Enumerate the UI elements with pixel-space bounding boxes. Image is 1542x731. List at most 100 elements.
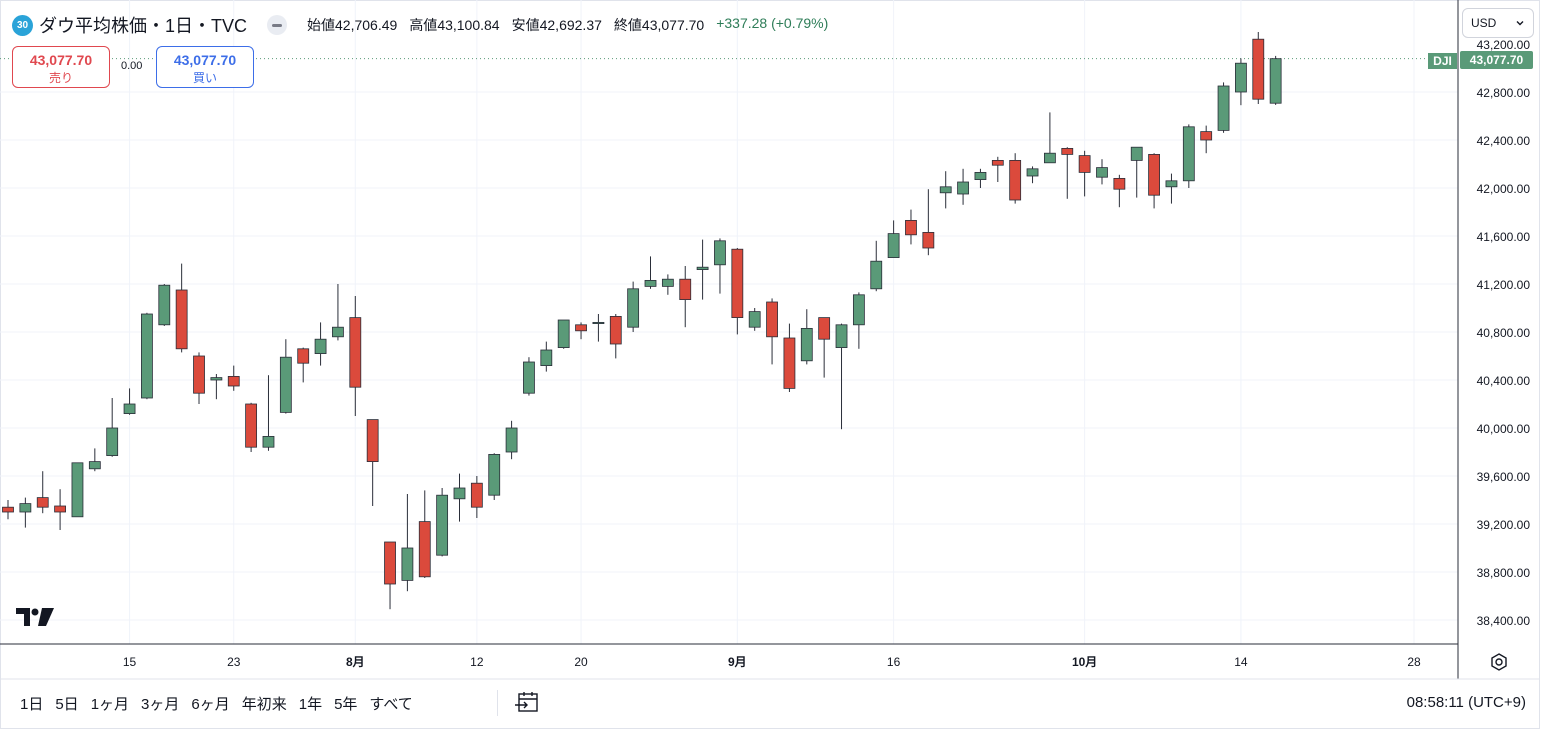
candle: [991, 156, 1004, 182]
time-tick-label: 23: [227, 655, 241, 669]
candle: [974, 168, 987, 188]
candle: [332, 284, 344, 341]
candle-body: [36, 497, 49, 508]
candle: [1269, 55, 1282, 105]
candle-body: [175, 289, 188, 350]
candle: [453, 473, 466, 522]
time-tick-label: 12: [470, 655, 484, 669]
candle-body: [332, 326, 344, 338]
range-5y[interactable]: 5年: [334, 696, 358, 713]
time-tick-label: 28: [1407, 655, 1421, 669]
candle-body: [696, 266, 709, 271]
candle: [123, 388, 136, 415]
settings-icon[interactable]: [1489, 652, 1509, 672]
time-tick-label: 20: [574, 655, 588, 669]
range-1y[interactable]: 1年: [298, 696, 323, 713]
candle: [523, 357, 535, 396]
candle: [922, 189, 935, 256]
collapse-legend-icon[interactable]: [267, 15, 288, 35]
toolbar-separator: [497, 690, 498, 716]
candle-body: [818, 317, 831, 340]
candle-body: [644, 279, 657, 287]
candle-body: [852, 294, 865, 326]
candle-body: [453, 487, 466, 500]
candle: [141, 312, 153, 400]
candle-body: [557, 319, 570, 349]
sell-label: 売り: [48, 71, 73, 85]
candle: [1026, 166, 1039, 184]
candle: [644, 256, 657, 289]
candle-body: [262, 435, 275, 448]
candle: [193, 352, 205, 404]
price-tick-label: 41,600.00: [1477, 230, 1531, 244]
symbol-badge: 30: [12, 14, 33, 36]
candle: [748, 308, 761, 331]
price-tick-label: 39,600.00: [1477, 470, 1531, 484]
range-ytd[interactable]: 年初来: [241, 696, 287, 713]
range-3m[interactable]: 3ヶ月: [141, 696, 180, 713]
candle-body: [870, 260, 883, 290]
currency-select[interactable]: USD: [1462, 8, 1534, 38]
candle: [1009, 153, 1022, 204]
candle-body: [1130, 146, 1143, 161]
range-1d[interactable]: 1日: [20, 696, 44, 713]
candle: [71, 462, 84, 518]
candle: [505, 420, 518, 460]
price-tick-label: 42,000.00: [1477, 182, 1531, 196]
price-tick-label: 40,800.00: [1477, 326, 1531, 340]
candle: [1148, 153, 1160, 209]
candle-body: [88, 461, 101, 470]
candle: [1113, 174, 1126, 208]
candle: [158, 284, 171, 326]
candle-body: [540, 349, 553, 367]
candle: [262, 375, 275, 451]
candle-body: [905, 219, 917, 236]
candle-body: [800, 327, 813, 362]
candle: [1252, 32, 1265, 104]
candle-body: [418, 521, 431, 578]
candle: [1078, 150, 1091, 197]
time-tick-label: 9月: [728, 655, 747, 669]
candle-body: [783, 337, 796, 389]
candle-body: [158, 284, 171, 326]
bottom-toolbar: 1日 5日 1ヶ月 3ヶ月 6ヶ月 年初来 1年 5年 すべて 08:58:11…: [0, 680, 1540, 728]
range-6m[interactable]: 6ヶ月: [191, 696, 230, 713]
price-tick-label: 39,200.00: [1477, 518, 1531, 532]
candle-body: [1200, 131, 1213, 141]
candle: [557, 319, 570, 349]
candle-body: [766, 301, 778, 338]
tradingview-logo[interactable]: [16, 606, 56, 628]
buy-price: 43,077.70: [173, 52, 237, 68]
range-all[interactable]: すべて: [369, 696, 413, 713]
candles: [2, 32, 1282, 610]
symbol-title[interactable]: ダウ平均株価・1日・TVC: [39, 16, 248, 36]
buy-label: 買い: [192, 71, 217, 85]
range-5d[interactable]: 5日: [55, 696, 79, 713]
candle: [887, 220, 900, 259]
buy-button[interactable]: 43,077.70 買い: [156, 46, 254, 88]
candle: [800, 309, 813, 365]
clock-timezone[interactable]: 08:58:11 (UTC+9): [1406, 694, 1526, 711]
calendar-goto-icon[interactable]: [514, 691, 540, 715]
candle-body: [314, 338, 327, 355]
price-tick-label: 40,000.00: [1477, 422, 1531, 436]
candle-body: [123, 403, 136, 415]
candle: [1165, 173, 1178, 204]
candle: [418, 490, 431, 578]
candle-body: [1148, 153, 1160, 196]
candle-body: [922, 231, 935, 249]
sell-button[interactable]: 43,077.70 売り: [12, 46, 110, 88]
candle-body: [401, 547, 414, 581]
chevron-down-icon: [1516, 21, 1524, 26]
price-tick-label: 43,200.00: [1477, 38, 1531, 52]
candle: [349, 296, 362, 416]
candle-body: [19, 503, 32, 513]
candle-body: [2, 506, 14, 513]
range-1m[interactable]: 1ヶ月: [90, 696, 130, 713]
candle: [436, 488, 449, 557]
candle: [36, 471, 49, 514]
candle: [54, 489, 66, 530]
candle-body: [384, 541, 396, 585]
